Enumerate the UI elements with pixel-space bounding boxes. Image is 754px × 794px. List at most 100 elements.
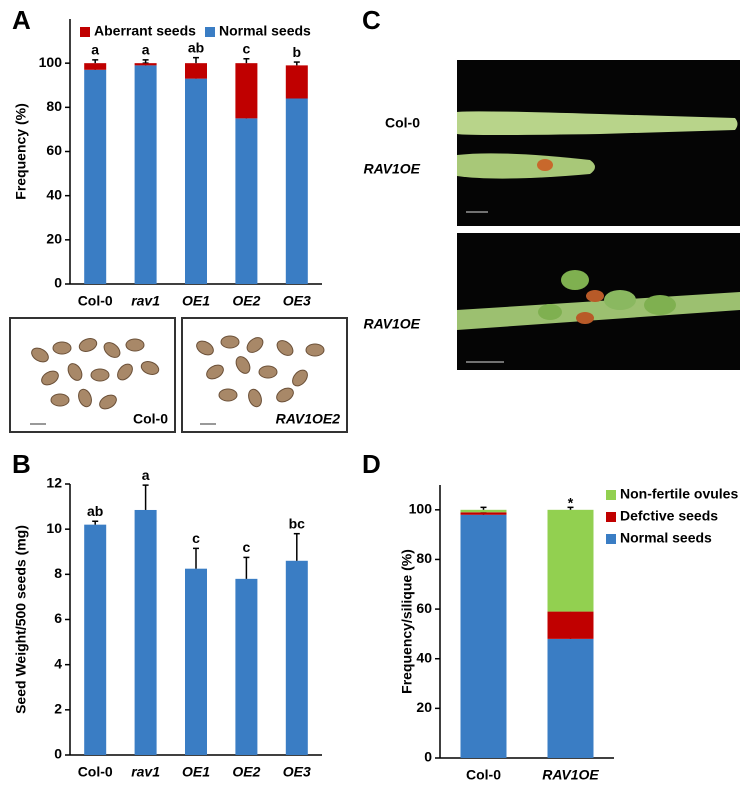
panel-label: A bbox=[12, 5, 31, 35]
y-tick-label: 80 bbox=[46, 98, 62, 114]
significance-letter: c bbox=[243, 40, 251, 56]
legend-swatch bbox=[606, 512, 616, 522]
x-tick-label: OE1 bbox=[182, 764, 210, 780]
y-tick-label: 100 bbox=[39, 54, 63, 70]
x-tick-label: OE3 bbox=[283, 764, 311, 780]
x-tick-label: rav1 bbox=[131, 764, 160, 780]
significance-letter: b bbox=[293, 44, 302, 60]
silique-photo: RAV1OE bbox=[363, 233, 740, 370]
x-tick-label: Col-0 bbox=[466, 767, 501, 783]
y-tick-label: 40 bbox=[46, 186, 62, 202]
y-tick-label: 6 bbox=[54, 610, 62, 626]
panel-label: B bbox=[12, 449, 31, 479]
error-bar bbox=[567, 506, 574, 510]
x-tick-label: OE1 bbox=[182, 293, 210, 309]
significance-letter: a bbox=[91, 42, 99, 58]
seed-photo: RAV1OE2 bbox=[181, 317, 348, 433]
bar bbox=[285, 560, 308, 755]
bar-segment bbox=[547, 611, 594, 639]
y-tick-label: 2 bbox=[54, 701, 62, 717]
error-bar bbox=[92, 59, 99, 64]
photo-caption: Col-0 bbox=[385, 115, 420, 131]
y-tick-label: 20 bbox=[416, 699, 432, 715]
bar bbox=[235, 578, 258, 755]
y-tick-label: 0 bbox=[54, 746, 62, 762]
error-bar bbox=[142, 484, 149, 510]
bar-segment bbox=[235, 118, 258, 284]
bar-segment bbox=[547, 638, 594, 758]
error-bar bbox=[92, 520, 99, 525]
legend-label: Normal seeds bbox=[620, 530, 712, 546]
error-bar bbox=[193, 547, 199, 569]
bar-segment bbox=[134, 65, 157, 284]
bar-segment bbox=[84, 63, 107, 70]
y-tick-label: 60 bbox=[416, 600, 432, 616]
error-bar bbox=[293, 532, 300, 561]
error-bar bbox=[193, 56, 199, 64]
photo-caption: Col-0 bbox=[133, 411, 168, 427]
error-bar bbox=[293, 61, 300, 66]
significance-letter: c bbox=[243, 539, 251, 555]
error-bar bbox=[243, 556, 250, 579]
photo-caption: RAV1OE2 bbox=[276, 411, 341, 427]
y-tick-label: 8 bbox=[54, 565, 62, 581]
x-tick-label: RAV1OE bbox=[542, 767, 599, 783]
significance-letter: a bbox=[142, 467, 150, 483]
legend-swatch bbox=[80, 27, 90, 37]
bar bbox=[84, 524, 107, 755]
bar-segment bbox=[134, 63, 157, 66]
significance-letter: bc bbox=[289, 515, 306, 531]
silique-photo: Col-0 RAV1OE bbox=[363, 60, 740, 226]
legend-label: Normal seeds bbox=[219, 23, 311, 39]
y-tick-label: 4 bbox=[54, 655, 62, 671]
bar-segment bbox=[285, 98, 308, 284]
bar-segment bbox=[84, 69, 107, 285]
bar-segment bbox=[235, 63, 258, 119]
y-axis-label: Seed Weight/500 seeds (mg) bbox=[13, 525, 29, 714]
legend-label: Non-fertile ovules bbox=[620, 486, 738, 502]
significance-letter: ab bbox=[188, 39, 204, 55]
x-tick-label: Col-0 bbox=[78, 293, 113, 309]
x-tick-label: rav1 bbox=[131, 293, 160, 309]
x-tick-label: OE2 bbox=[232, 293, 260, 309]
error-bar bbox=[142, 59, 149, 64]
y-tick-label: 40 bbox=[416, 649, 432, 665]
photo-caption: RAV1OE bbox=[363, 316, 420, 332]
y-axis-label: Frequency (%) bbox=[13, 103, 29, 199]
significance-letter: c bbox=[192, 530, 200, 546]
legend-label: Defctive seeds bbox=[620, 508, 718, 524]
significance-letter: a bbox=[142, 42, 150, 58]
error-bar bbox=[243, 58, 250, 64]
panel-label: D bbox=[362, 449, 381, 479]
legend-swatch bbox=[606, 490, 616, 500]
bar bbox=[185, 568, 207, 755]
annotation: * bbox=[568, 495, 574, 511]
y-tick-label: 60 bbox=[46, 142, 62, 158]
y-tick-label: 10 bbox=[46, 520, 62, 536]
y-tick-label: 80 bbox=[416, 550, 432, 566]
legend-swatch bbox=[205, 27, 215, 37]
x-tick-label: OE3 bbox=[283, 293, 311, 309]
y-axis-label: Frequency/silique (%) bbox=[399, 549, 415, 694]
y-tick-label: 12 bbox=[46, 475, 62, 491]
panel-label: C bbox=[362, 5, 381, 35]
legend-swatch bbox=[606, 534, 616, 544]
bar-segment bbox=[185, 63, 207, 79]
bar-segment bbox=[547, 509, 594, 612]
x-tick-label: Col-0 bbox=[78, 764, 113, 780]
bar-segment bbox=[460, 514, 507, 758]
bar-segment bbox=[285, 65, 308, 99]
bar-segment bbox=[460, 512, 507, 515]
bar bbox=[134, 509, 157, 755]
y-tick-label: 100 bbox=[409, 501, 433, 517]
bar-segment bbox=[185, 78, 207, 284]
x-tick-label: OE2 bbox=[232, 764, 260, 780]
legend-label: Aberrant seeds bbox=[94, 23, 196, 39]
y-tick-label: 20 bbox=[46, 231, 62, 247]
photo-caption: RAV1OE bbox=[363, 161, 420, 177]
significance-letter: ab bbox=[87, 503, 103, 519]
bar-segment bbox=[460, 509, 507, 513]
error-bar bbox=[480, 506, 487, 510]
y-tick-label: 0 bbox=[54, 275, 62, 291]
